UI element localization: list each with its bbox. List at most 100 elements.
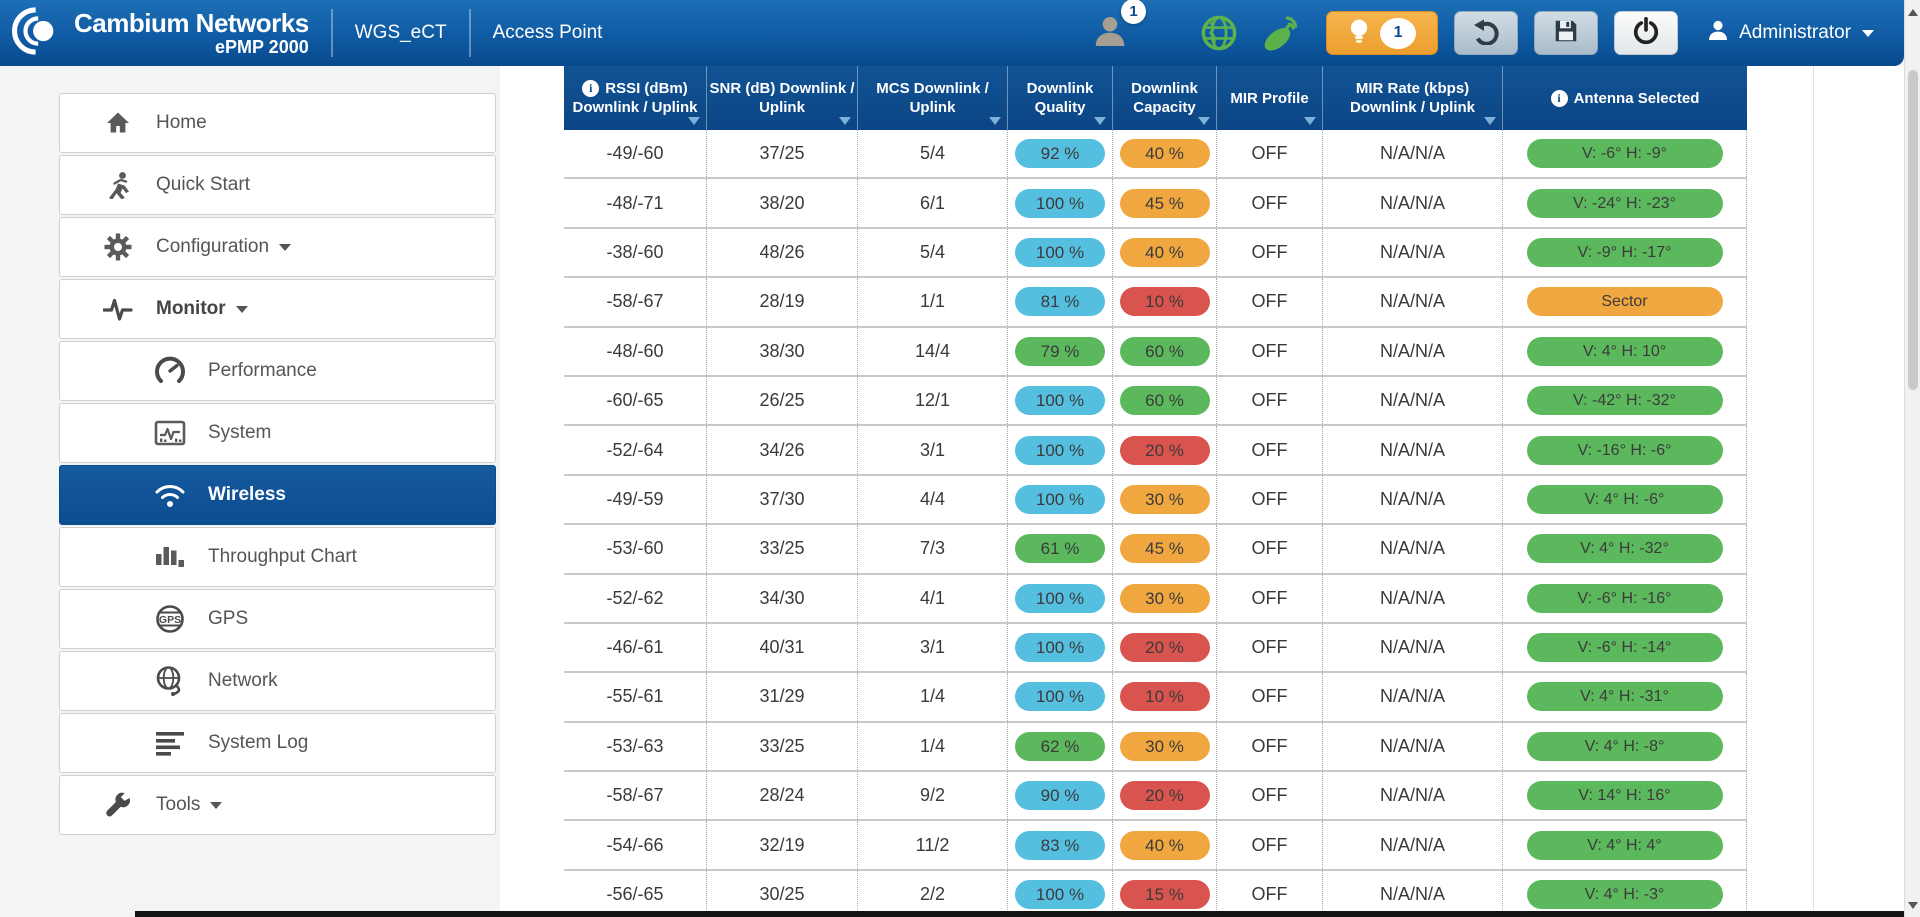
page-scrollbar[interactable]: [1904, 0, 1920, 917]
sidebar-item-performance[interactable]: Performance: [59, 341, 496, 401]
sidebar-item-system-log[interactable]: System Log: [59, 713, 496, 773]
cell-rssi: -60/-65: [564, 376, 707, 425]
info-icon: i: [1550, 89, 1568, 107]
cell-downlink_capacity: 60 %: [1113, 376, 1217, 425]
home-icon: [100, 109, 136, 137]
cell-rssi: -52/-62: [564, 574, 707, 622]
cell-mcs: 1/1: [858, 278, 1008, 326]
cell-mir_rate: N/A/N/A: [1323, 228, 1503, 277]
cell-mcs: 4/4: [858, 475, 1008, 524]
cell-mcs: 2/2: [858, 870, 1008, 917]
cell-rssi: -49/-60: [564, 130, 707, 178]
cell-downlink_capacity: 60 %: [1113, 327, 1217, 375]
wireless-wifi-icon: [152, 481, 188, 509]
downlink_quality-badge: 100 %: [1015, 880, 1105, 910]
cell-snr: 48/26: [707, 228, 858, 277]
cell-antenna: V: -6° H: -9°: [1503, 130, 1747, 178]
scroll-down-button[interactable]: [1905, 896, 1920, 914]
col-header-snr[interactable]: SNR (dB) Downlink / Uplink: [707, 66, 858, 130]
antenna-badge: V: -6° H: -14°: [1526, 633, 1723, 663]
scroll-up-button[interactable]: [1905, 3, 1920, 21]
sidebar-item-home[interactable]: Home: [59, 93, 496, 153]
sidebar-item-monitor[interactable]: Monitor: [59, 279, 496, 339]
downlink_quality-badge: 62 %: [1015, 731, 1105, 761]
cell-mir_rate: N/A/N/A: [1323, 772, 1503, 820]
sort-icon: [1484, 117, 1496, 125]
brand: Cambium Networks ePMP 2000: [12, 4, 309, 63]
cell-downlink_quality: 100 %: [1008, 426, 1113, 474]
col-header-mir-rate[interactable]: MIR Rate (kbps) Downlink / Uplink: [1323, 66, 1503, 130]
cell-mir_profile: OFF: [1217, 623, 1323, 672]
antenna-badge: V: 4° H: -32°: [1526, 534, 1723, 564]
cell-downlink_capacity: 15 %: [1113, 870, 1217, 917]
cell-mcs: 6/1: [858, 179, 1008, 227]
cell-mcs: 4/1: [858, 574, 1008, 622]
cell-snr: 38/20: [707, 179, 858, 227]
cell-mir_profile: OFF: [1217, 130, 1323, 178]
undo-icon: [1472, 17, 1500, 50]
col-header-downlink-quality[interactable]: Downlink Quality: [1008, 66, 1113, 130]
cell-antenna: V: -6° H: -16°: [1503, 574, 1747, 622]
cell-downlink_capacity: 45 %: [1113, 179, 1217, 227]
downlink_quality-badge: 100 %: [1015, 682, 1105, 712]
reboot-button[interactable]: [1614, 11, 1679, 55]
table-row: -60/-65 26/25 12/1 100 % 60 % OFF N/A/N/A V: -4…: [564, 376, 1747, 427]
cell-downlink_capacity: 10 %: [1113, 278, 1217, 326]
notifications-button[interactable]: 1: [1326, 11, 1439, 55]
cell-mir_rate: N/A/N/A: [1323, 870, 1503, 917]
cell-downlink_capacity: 40 %: [1113, 821, 1217, 869]
cell-mcs: 3/1: [858, 426, 1008, 474]
cell-snr: 34/26: [707, 426, 858, 474]
cell-antenna: V: 4° H: 4°: [1503, 821, 1747, 869]
sidebar-item-tools[interactable]: Tools: [59, 775, 496, 835]
col-header-mir-profile[interactable]: MIR Profile: [1217, 66, 1323, 130]
cell-downlink_quality: 62 %: [1008, 722, 1113, 771]
cell-mir_rate: N/A/N/A: [1323, 525, 1503, 573]
cell-downlink_quality: 79 %: [1008, 327, 1113, 375]
cell-mir_rate: N/A/N/A: [1323, 327, 1503, 375]
cell-rssi: -46/-61: [564, 623, 707, 672]
antenna-badge: V: 4° H: -3°: [1526, 880, 1723, 910]
col-header-downlink-capacity[interactable]: Downlink Capacity: [1113, 66, 1217, 130]
cell-downlink_capacity: 30 %: [1113, 722, 1217, 771]
chevron-down-icon: [279, 243, 292, 251]
caret-down-icon: [1862, 29, 1874, 37]
cell-mir_rate: N/A/N/A: [1323, 673, 1503, 721]
undo-button[interactable]: [1454, 11, 1519, 55]
table-row: -56/-65 30/25 2/2 100 % 15 % OFF N/A/N/A V: 4° …: [564, 870, 1747, 917]
sidebar-item-throughput-chart[interactable]: Throughput Chart: [59, 527, 496, 587]
save-button[interactable]: [1534, 11, 1599, 55]
account-sessions-indicator[interactable]: 1: [1092, 0, 1147, 54]
table-row: -55/-61 31/29 1/4 100 % 10 % OFF N/A/N/A V: 4° …: [564, 673, 1747, 723]
sidebar-item-system[interactable]: System: [59, 403, 496, 463]
sidebar-item-gps[interactable]: GPS GPS: [59, 589, 496, 649]
col-header-antenna-selected: i Antenna Selected: [1503, 66, 1747, 130]
cell-downlink_quality: 100 %: [1008, 475, 1113, 524]
antenna-badge: V: 4° H: -31°: [1526, 682, 1723, 712]
sidebar-item-quick-start[interactable]: Quick Start: [59, 155, 496, 215]
cell-rssi: -56/-65: [564, 870, 707, 917]
gps-icon: GPS: [152, 603, 188, 635]
sidebar-item-network[interactable]: Network: [59, 651, 496, 711]
downlink_capacity-badge: 20 %: [1119, 435, 1210, 465]
antenna-badge: V: 14° H: 16°: [1526, 781, 1723, 811]
downlink_quality-badge: 100 %: [1015, 386, 1105, 416]
sidebar-item-configuration[interactable]: Configuration: [59, 217, 496, 277]
antenna-badge: V: 4° H: -6°: [1526, 484, 1723, 514]
table-row: -52/-64 34/26 3/1 100 % 20 % OFF N/A/N/A V: -16…: [564, 426, 1747, 476]
scroll-thumb[interactable]: [1908, 70, 1918, 390]
col-header-mcs[interactable]: MCS Downlink / Uplink: [858, 66, 1008, 130]
cell-snr: 33/25: [707, 722, 858, 771]
cell-mcs: 5/4: [858, 130, 1008, 178]
table-row: -48/-60 38/30 14/4 79 % 60 % OFF N/A/N/A V: 4° …: [564, 327, 1747, 377]
performance-icon: [152, 355, 188, 387]
cell-rssi: -55/-61: [564, 673, 707, 721]
cell-downlink_quality: 100 %: [1008, 870, 1113, 917]
sidebar-item-wireless[interactable]: Wireless: [59, 465, 496, 525]
user-menu[interactable]: Administrator: [1706, 18, 1874, 48]
cell-mir_profile: OFF: [1217, 722, 1323, 771]
col-header-rssi[interactable]: i RSSI (dBm) Downlink / Uplink: [564, 66, 707, 130]
cell-snr: 33/25: [707, 525, 858, 573]
cell-antenna: V: 14° H: 16°: [1503, 772, 1747, 820]
brand-name: Cambium Networks: [74, 8, 309, 38]
